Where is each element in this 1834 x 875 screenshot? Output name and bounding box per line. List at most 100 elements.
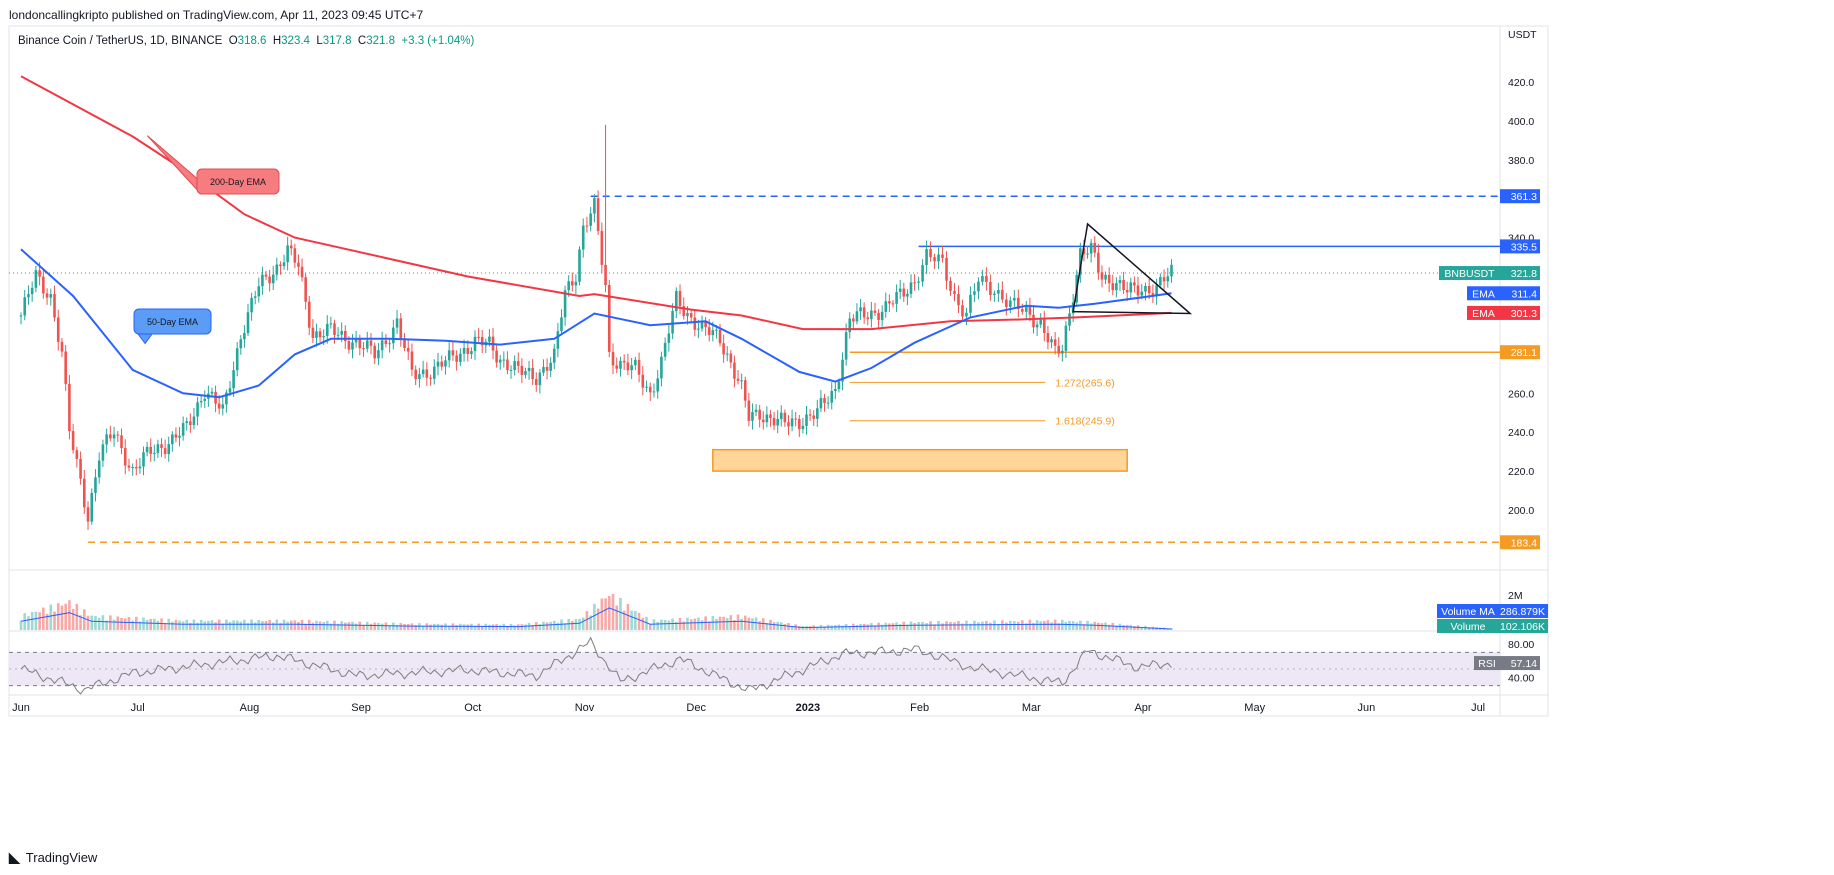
volume-bar xyxy=(1057,623,1061,630)
candle-body xyxy=(174,434,178,438)
volume-bar xyxy=(1028,619,1032,630)
candle-body xyxy=(888,301,891,304)
volume-bar xyxy=(1115,625,1118,630)
volume-bar xyxy=(1125,624,1129,630)
volume-bar xyxy=(261,621,264,630)
volume-bar xyxy=(743,615,747,630)
candle-body xyxy=(97,460,101,478)
volume-bar xyxy=(671,618,674,630)
volume-bar xyxy=(347,622,351,630)
volume-bar xyxy=(1046,620,1050,630)
candle-body xyxy=(94,477,97,493)
volume-bar xyxy=(142,617,145,630)
candle-body xyxy=(289,245,293,249)
volume-bar xyxy=(808,626,812,630)
candle-body xyxy=(1097,252,1100,273)
volume-tag-name-box xyxy=(1437,619,1500,633)
support-zone xyxy=(712,448,1128,472)
candle-body xyxy=(421,369,425,375)
callout-box xyxy=(196,168,280,195)
volume-bar xyxy=(1021,620,1024,630)
symbol-name[interactable]: Binance Coin / TetherUS, 1D, BINANCE xyxy=(18,35,223,47)
volume-bar xyxy=(318,621,322,630)
candle-body xyxy=(997,290,1000,294)
candle-body xyxy=(837,381,841,390)
volume-bar xyxy=(60,605,64,630)
volume-bar xyxy=(715,618,718,630)
price-tag-value: 301.3 xyxy=(1511,308,1537,320)
time-axis-tick: Aug xyxy=(240,702,260,714)
candle-body xyxy=(718,329,722,344)
volume-bar xyxy=(123,618,127,630)
volume-bar xyxy=(736,614,740,630)
price-tag-name: EMA xyxy=(1472,308,1495,320)
candle-body xyxy=(973,291,976,295)
candle-body xyxy=(325,323,329,337)
volume-bar xyxy=(264,621,268,630)
candle-body xyxy=(138,466,142,469)
candle-body xyxy=(196,402,199,417)
candle-body xyxy=(1005,299,1008,307)
candle-body xyxy=(425,369,429,378)
candle-body xyxy=(380,340,384,351)
volume-bar xyxy=(615,605,619,630)
candle-body xyxy=(403,338,406,349)
candle-body xyxy=(333,323,336,335)
volume-bar xyxy=(581,617,585,630)
candle-body xyxy=(513,361,516,370)
volume-bar xyxy=(160,618,163,630)
candle-body xyxy=(779,412,783,419)
volume-bar xyxy=(549,621,552,630)
volume-bar xyxy=(86,615,90,630)
candle-body xyxy=(1129,282,1133,293)
ema50-line xyxy=(20,248,1172,399)
volume-bar xyxy=(135,616,138,630)
candle-body xyxy=(1035,324,1039,328)
volume-bar xyxy=(578,618,581,630)
price-axis-tick: 260.0 xyxy=(1508,388,1534,400)
volume-bar xyxy=(1170,628,1173,630)
candle-body xyxy=(570,281,574,286)
volume-bar xyxy=(841,625,844,630)
ema200-line xyxy=(20,75,1172,331)
volume-bar xyxy=(622,610,626,630)
volume-bar xyxy=(239,621,243,630)
close-value: 321.8 xyxy=(366,35,395,47)
volume-bar xyxy=(563,623,567,630)
candle-body xyxy=(600,231,604,265)
time-axis-tick: Nov xyxy=(575,702,595,714)
candle-body xyxy=(873,310,877,313)
volume-bar xyxy=(105,620,108,630)
price-tag-value: 311.4 xyxy=(1512,288,1538,300)
candle-body xyxy=(808,414,812,416)
price-tag-name: BNBUSDT xyxy=(1444,268,1495,280)
candle-body xyxy=(830,390,834,403)
volume-bar xyxy=(873,625,877,630)
price-axis-tick: 220.0 xyxy=(1508,466,1534,478)
volume-bar xyxy=(1133,626,1136,630)
volume-bar xyxy=(196,622,199,630)
candle-body xyxy=(819,398,823,409)
volume-bar xyxy=(740,618,743,630)
candle-body xyxy=(297,262,300,267)
volume-bar xyxy=(340,621,343,630)
volume-bar xyxy=(1009,620,1012,630)
level-value: 183.4 xyxy=(1511,537,1537,549)
volume-bar xyxy=(192,619,196,630)
candle-body xyxy=(1068,313,1071,326)
candle-body xyxy=(823,398,826,404)
candle-body xyxy=(711,330,715,336)
volume-bar xyxy=(268,619,271,630)
price-chart[interactable]: USDT420.0400.0380.0360.0340.0260.0240.02… xyxy=(0,0,1834,845)
candle-body xyxy=(444,360,447,367)
volume-tag-value-box xyxy=(1500,604,1548,618)
volume-bar xyxy=(97,617,101,630)
volume-bar xyxy=(120,617,123,630)
candle-body xyxy=(1122,280,1125,290)
level-value: 335.5 xyxy=(1511,241,1537,253)
candle-body xyxy=(826,402,830,404)
volume-bar xyxy=(704,616,707,630)
candle-body xyxy=(466,348,470,355)
candle-body xyxy=(264,274,268,277)
candle-body xyxy=(1111,283,1115,291)
